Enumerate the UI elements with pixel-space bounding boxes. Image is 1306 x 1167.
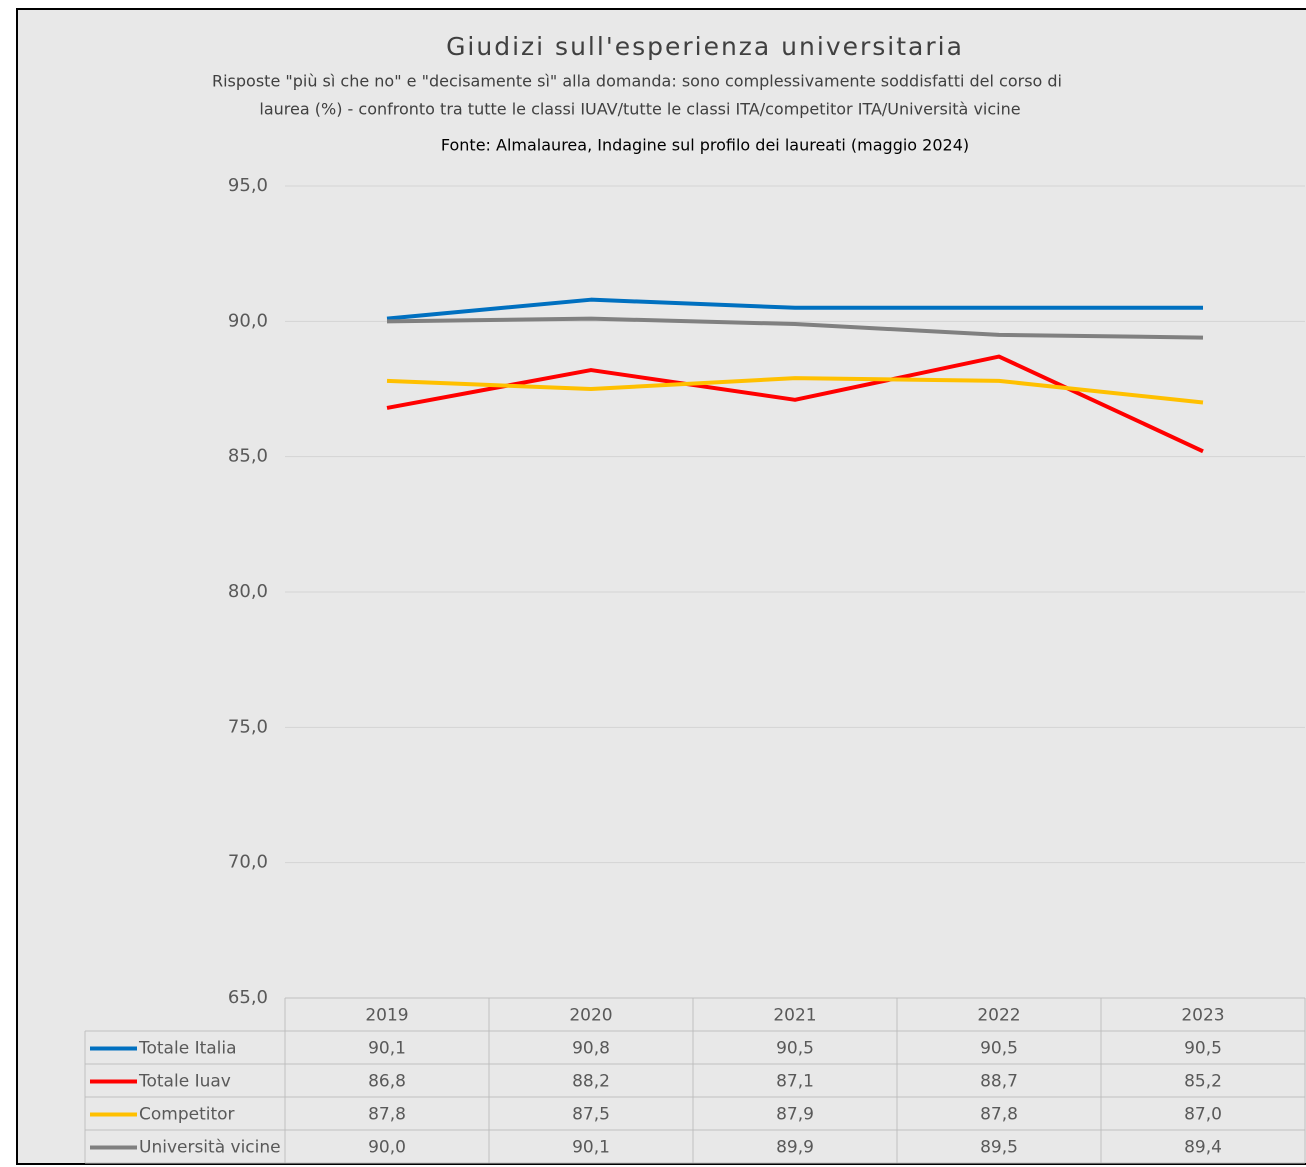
legend-label: Università vicine bbox=[139, 1138, 281, 1158]
table-value: 87,5 bbox=[572, 1105, 610, 1125]
table-value: 87,8 bbox=[980, 1105, 1018, 1125]
x-tick-label: 2023 bbox=[1181, 1006, 1224, 1026]
chart-subtitle: Risposte "più sì che no" e "decisamente … bbox=[212, 72, 1062, 91]
table-value: 86,8 bbox=[368, 1072, 406, 1092]
chart-subtitle: laurea (%) - confronto tra tutte le clas… bbox=[259, 100, 1020, 119]
table-value: 90,5 bbox=[980, 1039, 1018, 1059]
chart-frame bbox=[16, 8, 1306, 1165]
table-value: 88,7 bbox=[980, 1072, 1018, 1092]
y-tick-label: 90,0 bbox=[228, 310, 268, 331]
table-value: 90,1 bbox=[368, 1039, 406, 1059]
legend-label: Totale Iuav bbox=[138, 1072, 231, 1092]
table-value: 87,8 bbox=[368, 1105, 406, 1125]
table-value: 88,2 bbox=[572, 1072, 610, 1092]
y-tick-label: 65,0 bbox=[228, 987, 268, 1008]
y-tick-label: 75,0 bbox=[228, 716, 268, 737]
series-line bbox=[386, 316, 1204, 340]
y-tick-label: 80,0 bbox=[228, 581, 268, 602]
y-tick-label: 70,0 bbox=[228, 852, 268, 873]
table-value: 87,1 bbox=[776, 1072, 814, 1092]
table-value: 89,4 bbox=[1184, 1138, 1222, 1158]
table-value: 89,5 bbox=[980, 1138, 1018, 1158]
table-value: 90,5 bbox=[1184, 1039, 1222, 1059]
x-tick-label: 2020 bbox=[569, 1006, 612, 1026]
table-value: 89,9 bbox=[776, 1138, 814, 1158]
x-tick-label: 2019 bbox=[365, 1006, 408, 1026]
y-tick-label: 95,0 bbox=[228, 175, 268, 196]
table-value: 90,1 bbox=[572, 1138, 610, 1158]
chart-source: Fonte: Almalaurea, Indagine sul profilo … bbox=[441, 136, 969, 155]
series-line bbox=[386, 354, 1204, 454]
legend-label: Competitor bbox=[139, 1105, 235, 1125]
x-tick-label: 2021 bbox=[773, 1006, 816, 1026]
series-line bbox=[386, 376, 1204, 405]
legend-label: Totale Italia bbox=[138, 1039, 237, 1059]
series-line bbox=[386, 297, 1203, 321]
table-value: 87,0 bbox=[1184, 1105, 1222, 1125]
table-value: 90,5 bbox=[776, 1039, 814, 1059]
table-value: 90,0 bbox=[368, 1138, 406, 1158]
chart-title: Giudizi sull'esperienza universitaria bbox=[446, 32, 964, 61]
table-value: 85,2 bbox=[1184, 1072, 1222, 1092]
table-value: 87,9 bbox=[776, 1105, 814, 1125]
table-value: 90,8 bbox=[572, 1039, 610, 1059]
y-tick-label: 85,0 bbox=[228, 446, 268, 467]
x-tick-label: 2022 bbox=[977, 1006, 1020, 1026]
